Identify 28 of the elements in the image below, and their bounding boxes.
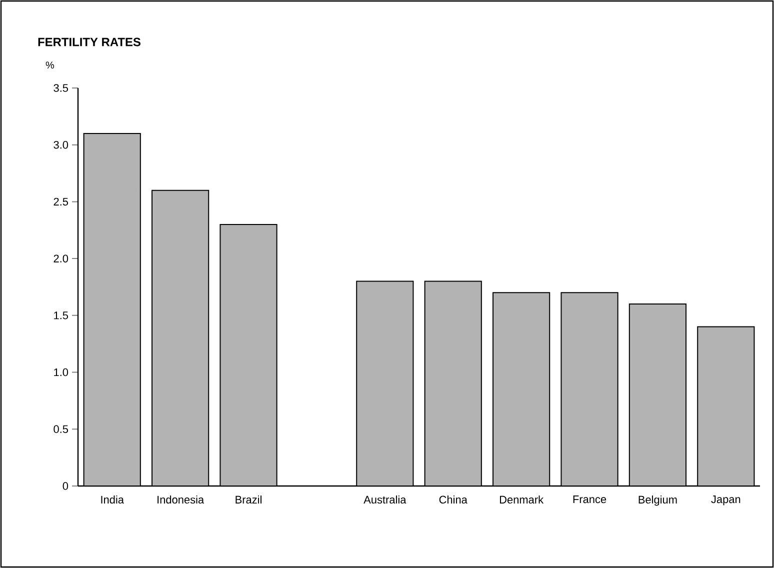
bar — [628, 304, 687, 486]
x-tick-label: China — [439, 496, 468, 504]
y-tick-label: 1.5 — [54, 312, 68, 320]
bar — [83, 132, 141, 486]
x-tick-label: Brazil — [236, 496, 262, 504]
y-axis-title: % — [46, 62, 54, 69]
x-tick-label: Belgium — [638, 496, 677, 506]
chart-title: FERTILITY RATES — [38, 38, 140, 46]
bar — [492, 292, 550, 486]
bar — [697, 326, 755, 486]
y-tick-label: 0 — [62, 482, 68, 490]
x-tick-label: Japan — [711, 496, 740, 506]
x-tick-label: Denmark — [500, 496, 544, 504]
x-tick-label: Indonesia — [158, 496, 204, 504]
bar — [152, 190, 210, 486]
bar — [560, 292, 618, 486]
bar — [424, 280, 482, 486]
y-tick-label: 2.0 — [54, 254, 68, 262]
x-tick-label: Australia — [364, 496, 406, 504]
x-tick-label: France — [573, 496, 606, 504]
y-tick-label: 0.5 — [54, 425, 68, 434]
y-tick-label: 3.5 — [54, 84, 68, 92]
y-tick-label: 2.5 — [54, 198, 68, 206]
bar — [220, 224, 278, 486]
y-tick-label: 1.0 — [54, 368, 68, 376]
bar — [356, 280, 414, 486]
x-tick-label: India — [101, 496, 124, 504]
y-tick-label: 3.0 — [54, 140, 68, 149]
